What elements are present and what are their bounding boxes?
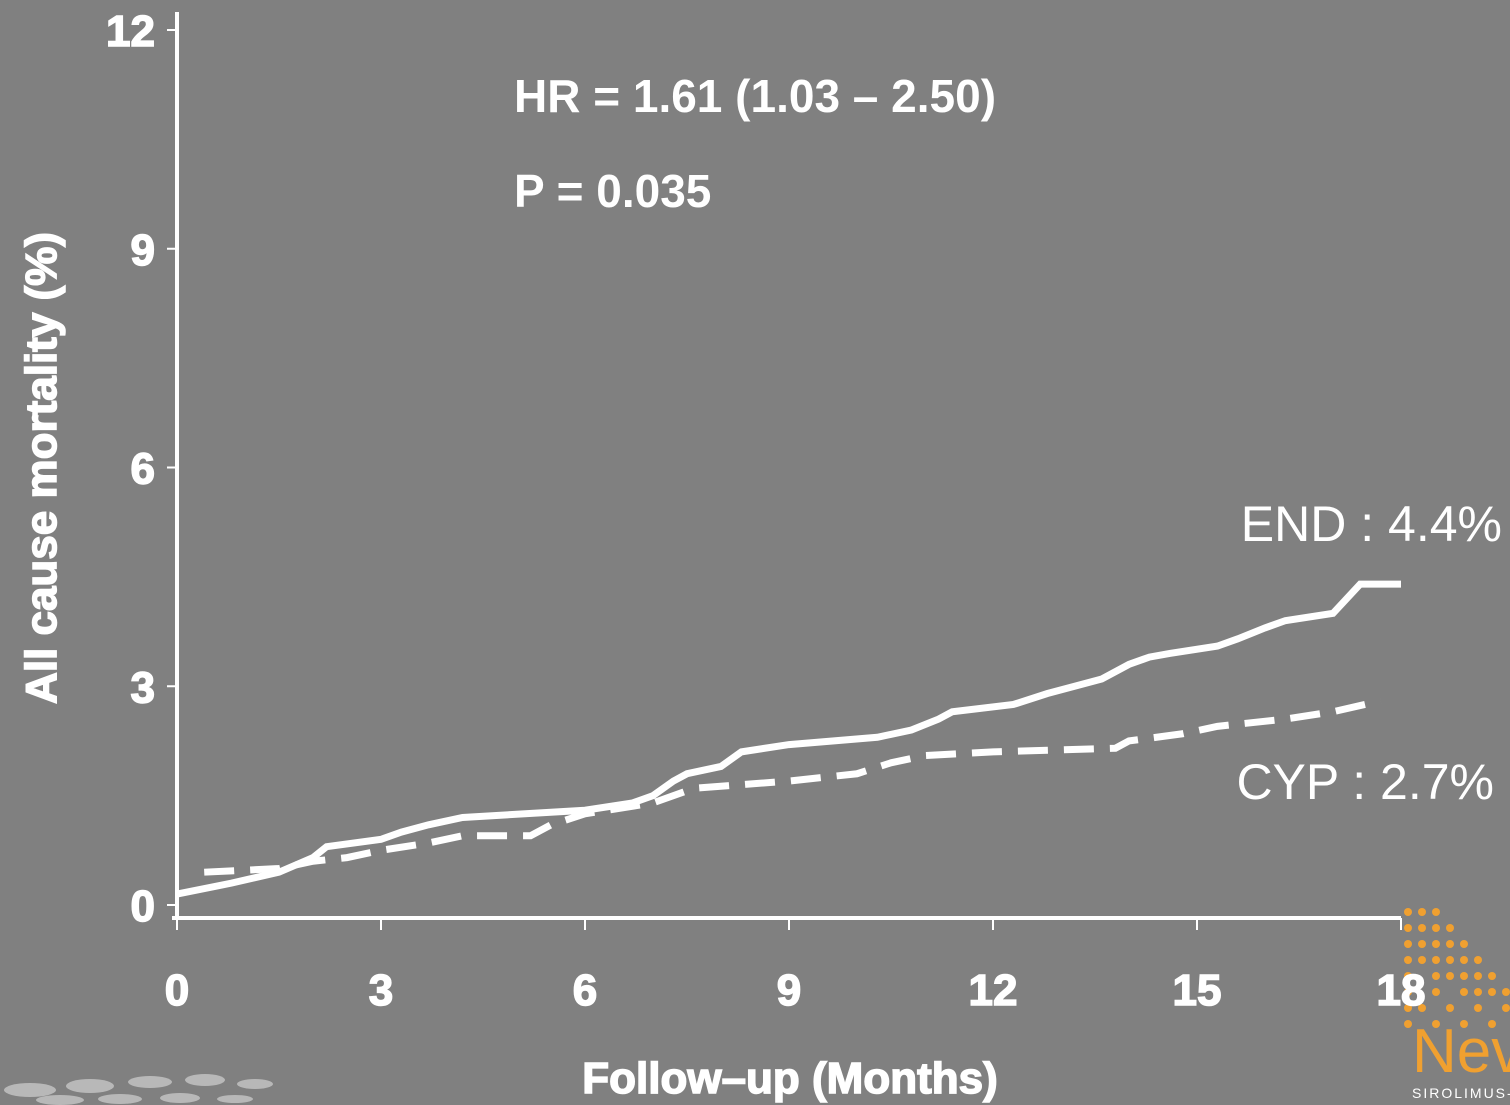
page: Nev SIROLIMUS- HR = 1.61 (1.03 – 2.50) P… — [0, 0, 1510, 1105]
annotation: HR = 1.61 (1.03 – 2.50) — [514, 70, 996, 122]
annotation: P = 0.035 — [514, 165, 711, 217]
legend-label: CYP : 2.7% — [1236, 754, 1494, 810]
x-tick-label: 12 — [969, 966, 1018, 1015]
x-tick-label: 9 — [777, 966, 801, 1015]
chart: Nev SIROLIMUS- HR = 1.61 (1.03 – 2.50) P… — [0, 0, 1510, 1105]
y-tick-label: 9 — [131, 226, 155, 275]
x-tick-label: 6 — [573, 966, 597, 1015]
y-axis-label: All cause mortality (%) — [17, 232, 66, 704]
x-tick-label: 18 — [1377, 966, 1426, 1015]
x-tick-label: 0 — [165, 966, 189, 1015]
legend-label: END : 4.4% — [1241, 496, 1502, 552]
logo-text: Nev — [1412, 1017, 1510, 1086]
y-tick-label: 3 — [131, 663, 155, 712]
y-tick-label: 0 — [131, 882, 155, 931]
x-tick-label: 15 — [1173, 966, 1222, 1015]
y-tick-label: 6 — [131, 445, 155, 494]
logo-subtitle: SIROLIMUS- — [1412, 1085, 1510, 1101]
y-tick-label: 12 — [106, 7, 155, 56]
x-tick-label: 3 — [369, 966, 393, 1015]
x-axis-label: Follow–up (Months) — [582, 1054, 997, 1103]
background — [0, 0, 1510, 1105]
